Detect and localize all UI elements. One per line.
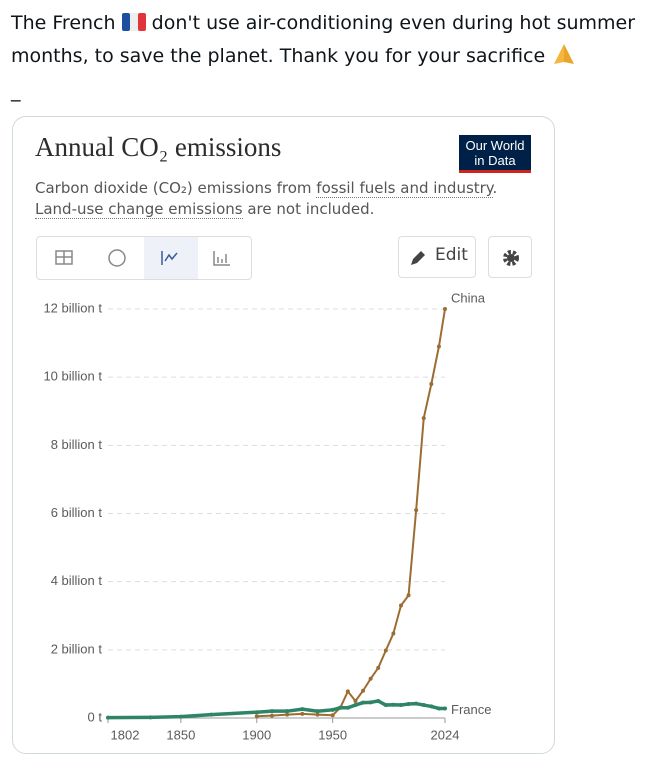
data-point	[178, 714, 183, 719]
y-tick-label: 10 billion t	[43, 369, 102, 384]
y-tick-label: 8 billion t	[51, 437, 103, 452]
post-text: The French	[11, 12, 116, 34]
data-point	[436, 344, 441, 349]
data-point	[106, 715, 110, 720]
subtitle-link[interactable]: fossil fuels and industry	[316, 179, 493, 198]
post-line: The French don't use air-conditioning ev…	[11, 12, 635, 34]
post-text: don't use air-conditioning even during h…	[151, 12, 636, 34]
data-point	[376, 665, 381, 670]
data-point	[429, 704, 434, 709]
subtitle-link[interactable]: Land-use change emissions	[35, 200, 243, 219]
data-point	[345, 705, 350, 710]
y-tick-label: 6 billion t	[51, 505, 103, 520]
data-point	[436, 706, 441, 711]
data-point	[361, 688, 366, 693]
data-point	[368, 700, 373, 705]
data-point	[338, 705, 343, 710]
data-point	[300, 711, 305, 716]
data-point	[398, 603, 403, 608]
settings-button[interactable]	[488, 236, 532, 278]
data-point	[209, 712, 214, 717]
x-tick-label: 1850	[166, 727, 195, 742]
praying-hands-icon	[554, 44, 575, 64]
bar-tab[interactable]	[213, 251, 230, 266]
y-tick-label: 12 billion t	[43, 300, 102, 315]
data-point	[414, 701, 419, 706]
data-point	[443, 307, 447, 311]
data-point	[376, 698, 381, 703]
chart-card[interactable]	[12, 116, 555, 754]
data-point	[383, 648, 388, 653]
data-point	[421, 416, 426, 421]
data-point	[269, 709, 274, 714]
data-point	[443, 706, 447, 711]
y-tick-label: 0 t	[88, 709, 103, 724]
series-line	[256, 308, 446, 718]
chart-subtitle: Carbon dioxide (CO₂) emissions from foss…	[35, 179, 498, 198]
tab-icons	[55, 237, 230, 279]
data-point	[368, 676, 373, 681]
post-text: _	[11, 80, 21, 102]
data-point	[361, 700, 366, 705]
subtitle-text: are not included.	[242, 200, 375, 218]
post-line: months, to save the planet. Thank you fo…	[11, 42, 577, 67]
x-tick-label: 1900	[242, 727, 271, 742]
logo-text: Our World	[465, 138, 525, 153]
chart-tab[interactable]	[164, 252, 178, 262]
data-point	[421, 703, 426, 708]
data-point	[148, 715, 153, 720]
button-text: Edit	[435, 245, 468, 265]
data-point	[406, 593, 411, 598]
data-point	[345, 689, 350, 694]
data-point	[269, 713, 274, 718]
data-point	[391, 631, 396, 636]
data-point	[300, 707, 305, 712]
data-point	[330, 713, 335, 718]
owid-logo[interactable]: Our World in Data	[459, 135, 531, 173]
data-point	[254, 714, 259, 719]
subtitle-text: Carbon dioxide (CO₂) emissions from	[35, 179, 317, 197]
data-point	[285, 712, 290, 717]
data-point	[414, 508, 419, 513]
data-point	[406, 702, 411, 707]
data-point	[398, 703, 403, 708]
y-tick-label: 4 billion t	[51, 573, 103, 588]
data-point	[391, 702, 396, 707]
chart-subtitle: Land-use change emissions are not includ…	[35, 200, 375, 219]
data-point	[285, 709, 290, 714]
data-point	[383, 703, 388, 708]
logo-text: in Data	[474, 153, 516, 168]
series-label: France	[451, 702, 491, 717]
gear-icon	[503, 250, 519, 266]
x-tick-label: 1802	[111, 727, 140, 742]
flag-icon	[121, 13, 146, 31]
pencil-icon	[411, 251, 425, 265]
view-tabs	[36, 236, 252, 280]
post-text: months, to save the planet. Thank you fo…	[11, 45, 546, 67]
data-point	[429, 381, 434, 386]
chart-title: Annual CO₂ emissions	[35, 132, 282, 162]
data-point	[315, 712, 320, 717]
series-label: China	[451, 290, 486, 305]
data-point	[353, 698, 358, 703]
data-point	[330, 707, 335, 712]
data-point	[254, 710, 259, 715]
y-tick-label: 2 billion t	[51, 641, 103, 656]
data-point	[353, 703, 358, 708]
x-tick-label: 2024	[431, 727, 460, 742]
subtitle-text: .	[492, 179, 498, 197]
map-tab[interactable]	[108, 249, 126, 267]
edit-button[interactable]: Edit	[398, 236, 476, 278]
data-point	[315, 709, 320, 714]
x-tick-label: 1950	[318, 727, 347, 742]
